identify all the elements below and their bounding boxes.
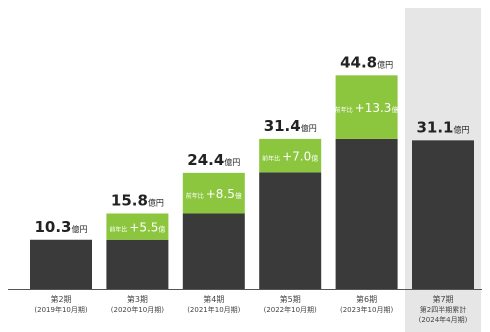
bar-increase-3 — [182, 172, 245, 214]
total-label-5: 44.8億円 — [340, 53, 393, 71]
category-sublabel-6: 第2四半期累計 — [420, 305, 466, 314]
category-sublabel-1: (2019年10月期) — [34, 305, 87, 314]
bar-increase-4 — [259, 138, 322, 173]
category-label-6: 第7期 — [432, 294, 453, 304]
bar-increase-2 — [106, 213, 169, 240]
bar-base-5 — [335, 138, 398, 289]
total-label-2: 15.8億円 — [111, 191, 164, 209]
increase-label-3: 前年比 +8.5億 — [186, 187, 242, 201]
category-label-1: 第2期 — [50, 294, 71, 304]
bar-base-2 — [106, 239, 169, 289]
category-label-4: 第5期 — [280, 294, 301, 304]
bar-base-6 — [412, 140, 474, 289]
category-label-3: 第4期 — [203, 294, 224, 304]
increase-label-2: 前年比 +5.5億 — [109, 221, 165, 235]
bar-base-3 — [182, 213, 245, 289]
bar-base-4 — [259, 172, 322, 289]
category-sublabel-4: (2022年10月期) — [264, 305, 317, 314]
increase-label-4: 前年比 +7.0億 — [262, 150, 318, 164]
total-label-4: 31.4億円 — [264, 117, 317, 135]
category-sublabel2-6: (2024年4月期) — [419, 315, 468, 324]
total-label-3: 24.4億円 — [187, 151, 240, 169]
bar-base-1 — [30, 239, 92, 289]
bar-increase-5 — [335, 75, 398, 139]
total-label-6: 31.1億円 — [416, 118, 469, 136]
category-label-2: 第3期 — [127, 294, 148, 304]
category-sublabel-2: (2020年10月期) — [111, 305, 164, 314]
category-sublabel-3: (2021年10月期) — [187, 305, 240, 314]
category-label-5: 第6期 — [356, 294, 377, 304]
category-sublabel-5: (2023年10月期) — [340, 305, 393, 314]
increase-label-5: 前年比 +13.3億 — [335, 101, 399, 115]
total-label-1: 10.3億円 — [34, 218, 87, 236]
